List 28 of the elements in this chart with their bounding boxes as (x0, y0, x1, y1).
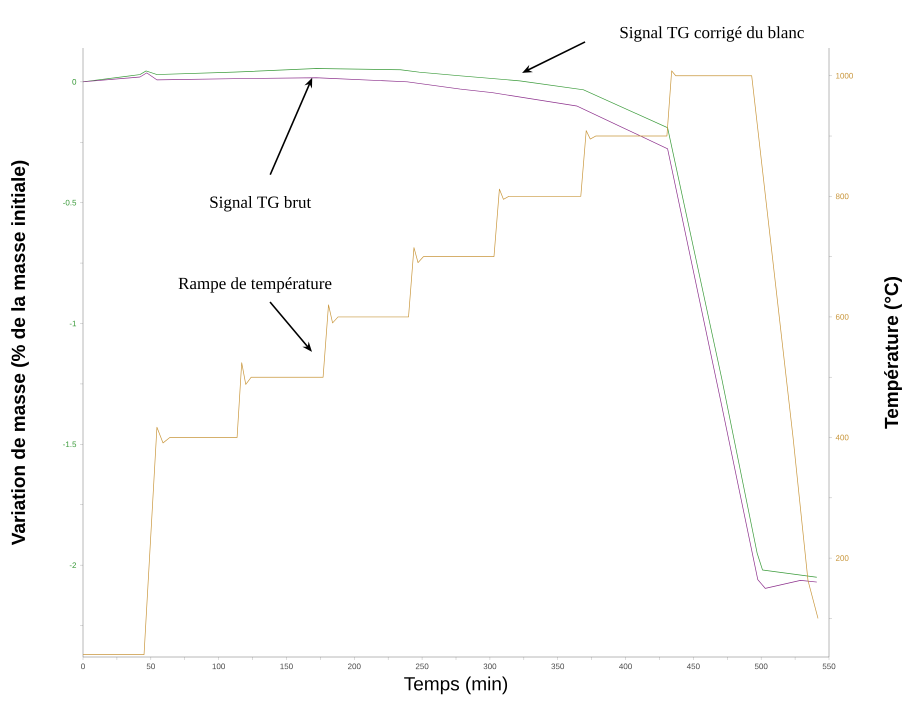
x-tick-label: 50 (146, 664, 155, 670)
x-tick-label: 450 (686, 664, 700, 670)
y2-tick-label: 400 (836, 434, 849, 440)
annotation: Signal TG brut (210, 196, 312, 212)
x-tick-label: 500 (754, 664, 768, 670)
x-tick-label: 100 (212, 664, 225, 670)
x-tick-label: 150 (280, 664, 293, 670)
text: Signal TG corrigé du blanc (620, 26, 804, 42)
y-tick-label: -2 (70, 562, 76, 568)
y-tick-label: -1.5 (63, 442, 76, 448)
x-axis-title: Temps (min) (404, 676, 508, 694)
y2-tick-label: 1000 (836, 72, 853, 79)
y2-tick-label: 600 (836, 314, 849, 320)
y2-tick-label: 800 (836, 193, 849, 200)
x-tick-label: 250 (416, 664, 428, 670)
y2-axis-title: Température (°C) (884, 277, 902, 429)
x-tick-label: 300 (484, 664, 496, 670)
x-tick-label: 200 (348, 664, 361, 670)
x-tick-label: 0 (81, 664, 85, 670)
y-tick-label: 0 (72, 78, 76, 85)
x-tick-label: 550 (822, 664, 836, 670)
annotation: Rampe de température (178, 277, 332, 293)
x-tick-label: 400 (619, 664, 632, 670)
y2-tick-label: 200 (836, 555, 849, 561)
x-tick-label: 350 (551, 664, 564, 670)
y-axis-title: Variation de masse (% de la masse initiale) (11, 160, 29, 546)
y-tick-label: -1 (70, 320, 76, 326)
y-tick-label: -0.5 (63, 200, 76, 206)
